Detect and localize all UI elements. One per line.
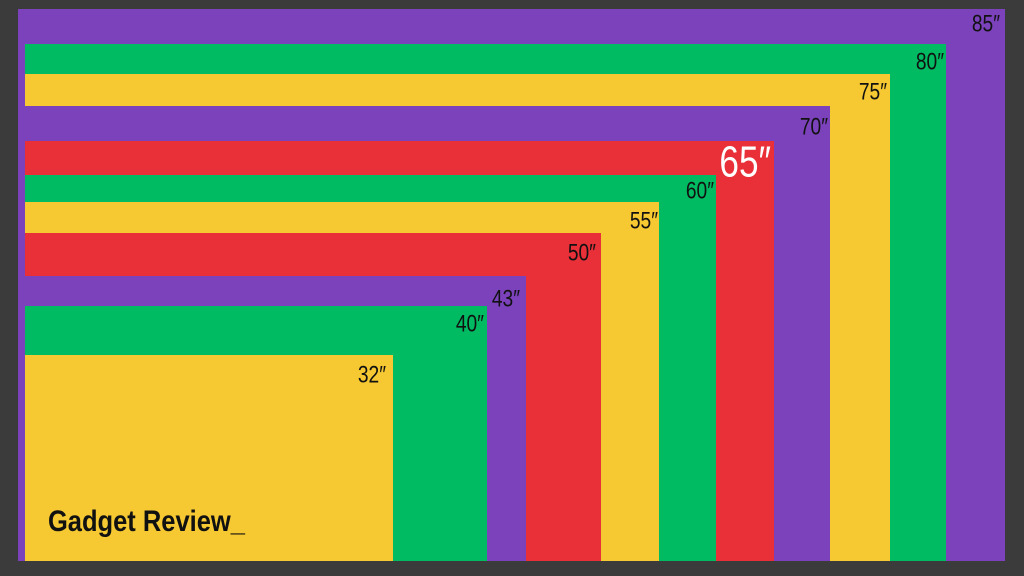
size-rects (18, 9, 1005, 561)
size-label: 60″ (686, 176, 714, 204)
size-label: 50″ (568, 238, 596, 266)
size-label: 75″ (859, 77, 887, 105)
brand-logo: Gadget Review_ (48, 504, 245, 537)
size-label: 70″ (800, 112, 828, 140)
size-label: 85″ (972, 9, 1000, 37)
size-label: 40″ (456, 309, 484, 337)
size-labels: 85″ 80″ 75″ 70″ 65″60″ 55″ 50″ 43″ 40″ 32″ (358, 9, 1000, 388)
size-label: 65″ (719, 138, 771, 187)
size-rect (25, 355, 393, 561)
size-label: 43″ (492, 284, 520, 312)
size-label: 80″ (916, 47, 944, 75)
size-label: 55″ (630, 206, 658, 234)
size-label: 32″ (358, 360, 386, 388)
